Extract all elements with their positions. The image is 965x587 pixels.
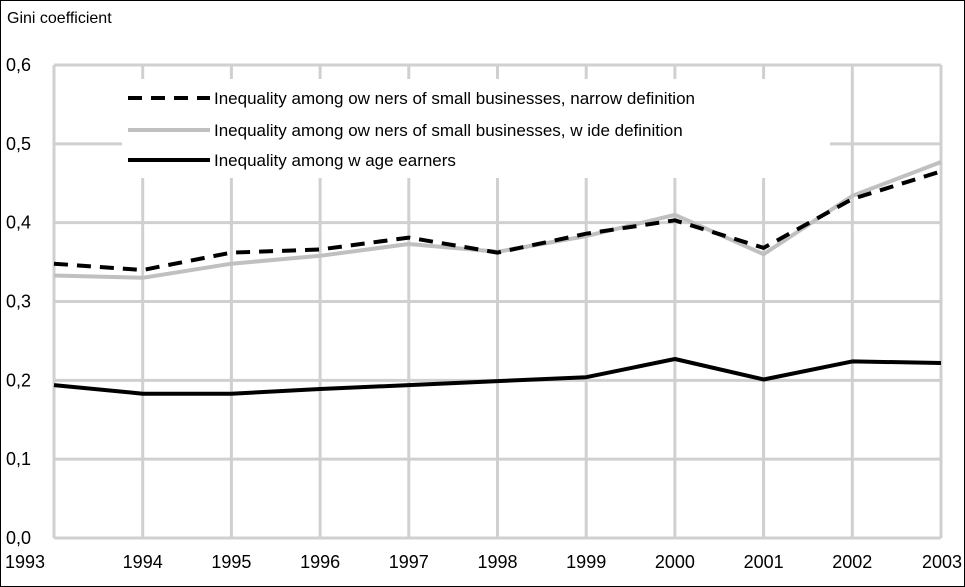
legend-label-2: Inequality among w age earners <box>214 151 456 170</box>
x-tick-label: 2003 <box>922 552 962 572</box>
x-tick-label: 1996 <box>300 552 340 572</box>
x-tick-label: 2001 <box>744 552 784 572</box>
legend-label-1: Inequality among ow ners of small busine… <box>214 121 683 140</box>
legend-items: Inequality among ow ners of small busine… <box>128 89 695 170</box>
y-axis-title: Gini coefficient <box>7 10 112 27</box>
x-tick-label: 1994 <box>123 552 163 572</box>
series-line-0 <box>53 169 942 272</box>
legend-box <box>122 79 830 178</box>
y-tick-label: 0,2 <box>6 370 31 390</box>
y-tick-label: 0,4 <box>6 213 31 233</box>
series-lines <box>53 160 942 396</box>
series-line-2 <box>53 357 942 396</box>
x-tick-label: 2002 <box>832 552 872 572</box>
y-tick-label: 0,3 <box>6 292 31 312</box>
x-tick-label: 2000 <box>655 552 695 572</box>
x-tick-label: 1995 <box>211 552 251 572</box>
x-tick-label: 1999 <box>566 552 606 572</box>
x-tick-label: 1993 <box>5 552 45 572</box>
y-tick-label: 0,1 <box>6 449 31 469</box>
legend: Inequality among ow ners of small busine… <box>122 79 830 178</box>
y-tick-label: 0,6 <box>6 55 31 75</box>
y-tick-label: 0,0 <box>6 528 31 548</box>
y-tick-label: 0,5 <box>6 134 31 154</box>
axis-labels: 0,0 0,1 0,2 0,3 0,4 0,5 0,6 1993 1994 1995 1996 199… <box>5 55 962 572</box>
x-tick-label: 1998 <box>477 552 517 572</box>
legend-label-0: Inequality among ow ners of small busine… <box>214 89 695 108</box>
x-tick-label: 1997 <box>389 552 429 572</box>
